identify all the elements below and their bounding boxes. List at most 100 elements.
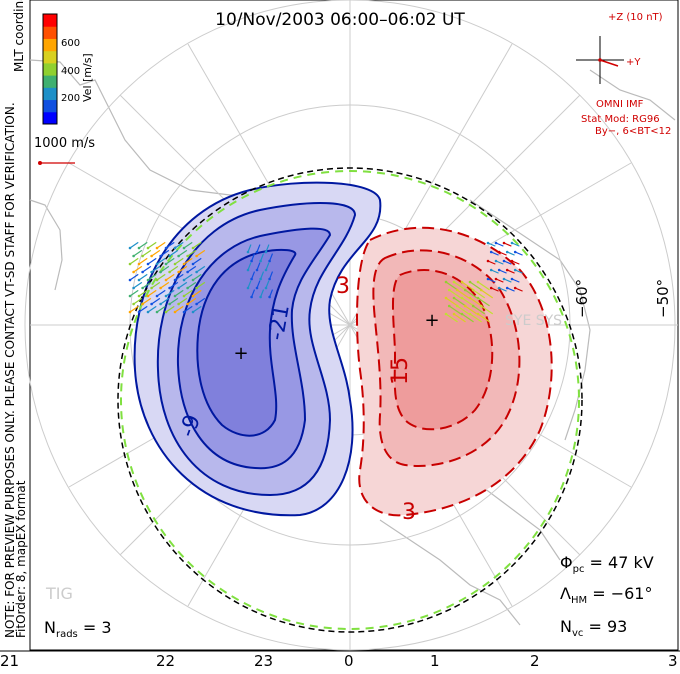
velocity-vector [151,249,161,257]
velocity-vector [129,241,139,249]
velocity-vector-origin [182,262,186,266]
velocity-vector-origin [505,286,509,290]
velocity-vector [490,269,499,274]
velocity-vector [160,265,170,273]
velocity-vector [165,241,175,249]
colorbar-unit-label: Vel [m/s] [81,53,94,102]
velocity-vector [183,273,193,281]
velocity-vector [196,297,206,305]
velocity-vector-origin [486,277,490,281]
velocity-vector [498,287,507,292]
velocity-vector [269,253,274,262]
velocity-vector-origin [155,278,159,282]
velocity-vector-origin [137,310,141,314]
velocity-vector [503,278,512,283]
velocity-vector [256,280,261,289]
station-label-tig: TIG [46,584,73,603]
velocity-vector [156,241,166,249]
velocity-vector-origin [141,286,144,290]
velocity-vector-origin [128,294,132,298]
velocity-vector [169,281,179,289]
velocity-vector [251,271,256,280]
velocity-vector [469,313,482,323]
velocity-vector [514,269,523,274]
velocity-vector [256,262,261,271]
velocity-vector-origin [164,310,168,314]
velocity-vector-origin [510,241,514,245]
velocity-vector-origin [471,304,475,308]
velocity-vector [133,297,143,305]
plot-title: 10/Nov/2003 06:00–06:02 UT [215,10,465,30]
velocity-vector-origin [505,268,509,272]
velocity-vector [151,265,161,273]
imf-y-label: +Y [626,57,641,68]
velocity-vector [192,241,202,249]
velocity-vector [187,265,197,273]
velocity-vector [174,305,184,313]
velocity-vector [472,305,486,315]
velocity-vector-origin [168,254,171,258]
velocity-vector-origin [471,288,475,292]
velocity-vector-origin [476,296,480,300]
velocity-vector-origin [177,286,180,290]
velocity-vector-origin [444,312,448,316]
velocity-vector [464,305,478,315]
velocity-vector-origin [468,280,472,284]
velocity-vector-origin [150,254,153,258]
imf-source: OMNI IMF [596,99,644,110]
velocity-vector-origin [168,270,171,274]
velocity-vector-origin [164,294,168,298]
colorbar-segment [43,87,57,101]
velocity-vector-origin [486,241,490,245]
colorbar-segment [43,26,57,39]
negative-potential-cell: + [133,181,382,517]
neg-cell-center-marker: + [233,343,248,364]
velocity-vector-origin [159,270,162,274]
velocity-vector-origin [455,304,459,308]
velocity-vector-origin [502,241,506,245]
velocity-vector [448,305,462,315]
velocity-vector [506,251,515,256]
velocity-vector [480,289,494,299]
velocity-vector [165,273,175,281]
velocity-vector [187,249,197,257]
velocity-vector [448,289,462,299]
pos-cell-center-marker: + [424,310,439,331]
velocity-vector [147,241,157,249]
velocity-vector-origin [173,246,177,250]
coord-label: MLT coordinates [12,0,26,72]
velocity-vector-origin [195,254,198,258]
velocity-vector [464,289,478,299]
velocity-vector-origin [460,296,464,300]
velocity-vector [480,305,494,315]
velocity-vector-origin [268,295,271,299]
velocity-vector-origin [497,250,501,254]
velocity-vector [129,305,139,313]
velocity-vector [477,281,490,291]
velocity-vector [256,244,261,253]
velocity-vector [495,260,504,265]
imf-condition: By−, 6<BT<12 [595,126,672,137]
velocity-colorbar [43,14,57,125]
velocity-vector-origin [155,294,159,298]
velocity-vector-origin [489,250,493,254]
hm-boundary-dark [117,167,583,633]
velocity-vector [133,265,143,273]
velocity-vector [138,241,148,249]
velocity-vector [178,281,188,289]
velocity-vector [147,305,157,313]
contour-label-15: 15 [388,357,413,385]
velocity-vector [498,269,507,274]
ref-vector [38,161,75,165]
velocity-vector-origin [447,288,451,292]
velocity-vector-origin [502,259,506,263]
velocity-vector-origin [452,280,456,284]
velocity-vector-origin [497,268,501,272]
velocity-vector-origin [246,250,250,254]
velocity-vector-origin [494,241,498,245]
velocity-vector [169,249,179,257]
colorbar-tick-200: 200 [61,93,81,104]
velocity-vector [174,257,184,265]
velocity-vector-origin [132,302,135,306]
velocity-vector-origin [494,259,498,263]
